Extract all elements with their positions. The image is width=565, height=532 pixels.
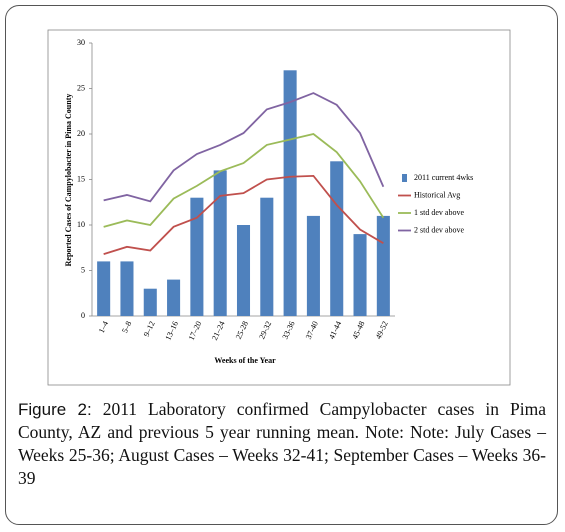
y-tick-label: 5	[81, 265, 85, 274]
caption-text: 2011 Laboratory confirmed Campylobacter …	[18, 399, 547, 488]
legend-label: 2011 current 4wks	[414, 173, 473, 182]
y-tick-label: 15	[77, 174, 85, 183]
caption: Figure 2: 2011 Laboratory confirmed Camp…	[18, 398, 546, 490]
x-tick-label: 5–8	[120, 320, 133, 335]
x-tick-label: 41-44	[327, 320, 343, 341]
frame	[5, 5, 558, 525]
y-axis-title: Reported Cases of Campylobacter in Pima …	[64, 94, 73, 267]
bar	[167, 279, 181, 316]
chart: Weeks of the Year Reported Cases of Camp…	[47, 29, 511, 386]
x-tick-label: 17–20	[187, 320, 204, 342]
bar	[213, 170, 227, 316]
y-tick-label: 25	[77, 83, 85, 92]
x-tick-label: 45-48	[350, 320, 366, 341]
bar	[353, 234, 367, 316]
y-tick-label: 20	[77, 129, 85, 138]
bar	[120, 261, 134, 316]
line	[103, 133, 385, 228]
x-tick-label: 1–4	[97, 320, 110, 335]
x-tick-label: 37-40	[304, 320, 320, 341]
bar	[283, 70, 297, 316]
bar	[330, 161, 344, 316]
line	[103, 174, 384, 255]
x-tick-label: 33-36	[281, 320, 297, 341]
x-tick-label: 49-52	[374, 320, 390, 341]
bar	[376, 215, 390, 316]
x-tick-label: 29-32	[257, 320, 273, 341]
chart-border	[47, 29, 511, 386]
caption-label: Figure 2:	[18, 400, 92, 419]
y-tick-label: 0	[81, 311, 85, 320]
bar	[97, 261, 111, 316]
x-tick-label: 25-28	[234, 320, 250, 341]
bar	[236, 225, 251, 316]
bar	[306, 215, 320, 316]
y-tick-label: 10	[77, 220, 85, 229]
x-tick-label: 21–24	[210, 320, 227, 342]
y-tick-label: 30	[77, 38, 85, 47]
x-tick-label: 9–12	[142, 320, 157, 338]
legend-label: Historical Avg	[414, 190, 460, 199]
bar	[143, 288, 157, 316]
legend-label: 1 std dev above	[414, 208, 464, 217]
legend-label: 2 std dev above	[414, 225, 464, 234]
legend-swatch	[402, 174, 407, 182]
bar	[260, 197, 274, 316]
x-axis-title: Weeks of the Year	[214, 356, 276, 365]
x-tick-label: 13–16	[163, 320, 180, 342]
line	[103, 92, 385, 203]
bar	[190, 197, 204, 316]
